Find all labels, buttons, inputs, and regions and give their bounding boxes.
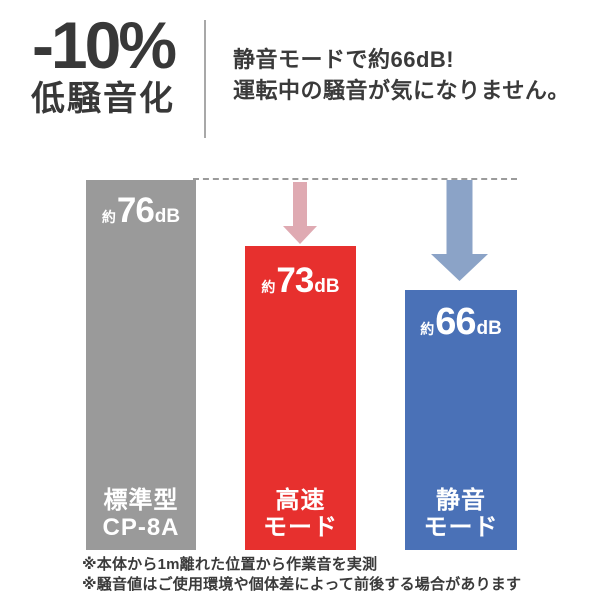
bar-label-line2: モード	[423, 514, 499, 541]
value-unit: dB	[314, 276, 340, 297]
value-number: 76	[116, 191, 155, 230]
approx-prefix: 約	[101, 209, 116, 225]
value-number: 66	[435, 301, 476, 343]
bar-label-line1: 静音	[436, 487, 486, 514]
bar-label-line1: 高速	[275, 487, 326, 514]
bar-label-fast: 高速 モード	[245, 487, 356, 541]
value-unit: dB	[476, 318, 502, 339]
bar-label-standard: 標準型 CP-8A	[86, 487, 196, 541]
vertical-divider	[204, 20, 206, 138]
reduction-callout: -10% 低騒音化	[10, 12, 196, 118]
bar-value-quiet: 約 66 dB	[405, 303, 517, 341]
bar-label-quiet: 静音 モード	[405, 487, 517, 541]
approx-prefix: 約	[420, 321, 435, 337]
bar-label-line2: モード	[263, 514, 338, 541]
bar-label-line1: 標準型	[103, 487, 179, 514]
reduction-label: 低騒音化	[31, 80, 175, 118]
bar-value-fast: 約 73 dB	[245, 262, 356, 300]
bar-label-line2: CP-8A	[102, 514, 180, 541]
bar-quiet-mode: 約 66 dB 静音 モード	[405, 290, 517, 550]
value-number: 73	[276, 261, 314, 300]
footnote-line1: ※本体から1m離れた位置から作業音を実測	[82, 556, 378, 573]
footnotes: ※本体から1m離れた位置から作業音を実測 ※騒音値はご使用環境や個体差によって前…	[82, 555, 521, 595]
bar-standard-model: 約 76 dB 標準型 CP-8A	[86, 180, 196, 550]
approx-prefix: 約	[261, 279, 276, 295]
bar-fast-mode: 約 73 dB 高速 モード	[245, 246, 356, 550]
reduction-percent: -10%	[31, 8, 177, 82]
tagline-line1: 静音モードで約66dB!	[233, 47, 455, 72]
bar-value-standard: 約 76 dB	[86, 192, 196, 230]
tagline: 静音モードで約66dB! 運転中の騒音が気になりません。	[233, 44, 570, 106]
value-unit: dB	[154, 206, 181, 227]
footnote-line2: ※騒音値はご使用環境や個体差によって前後する場合があります	[82, 576, 522, 593]
down-arrow-blue-icon	[431, 180, 488, 281]
down-arrow-pink-icon	[283, 182, 317, 244]
tagline-line2: 運転中の騒音が気になりません。	[233, 78, 570, 103]
reference-dashed-line	[193, 178, 517, 180]
